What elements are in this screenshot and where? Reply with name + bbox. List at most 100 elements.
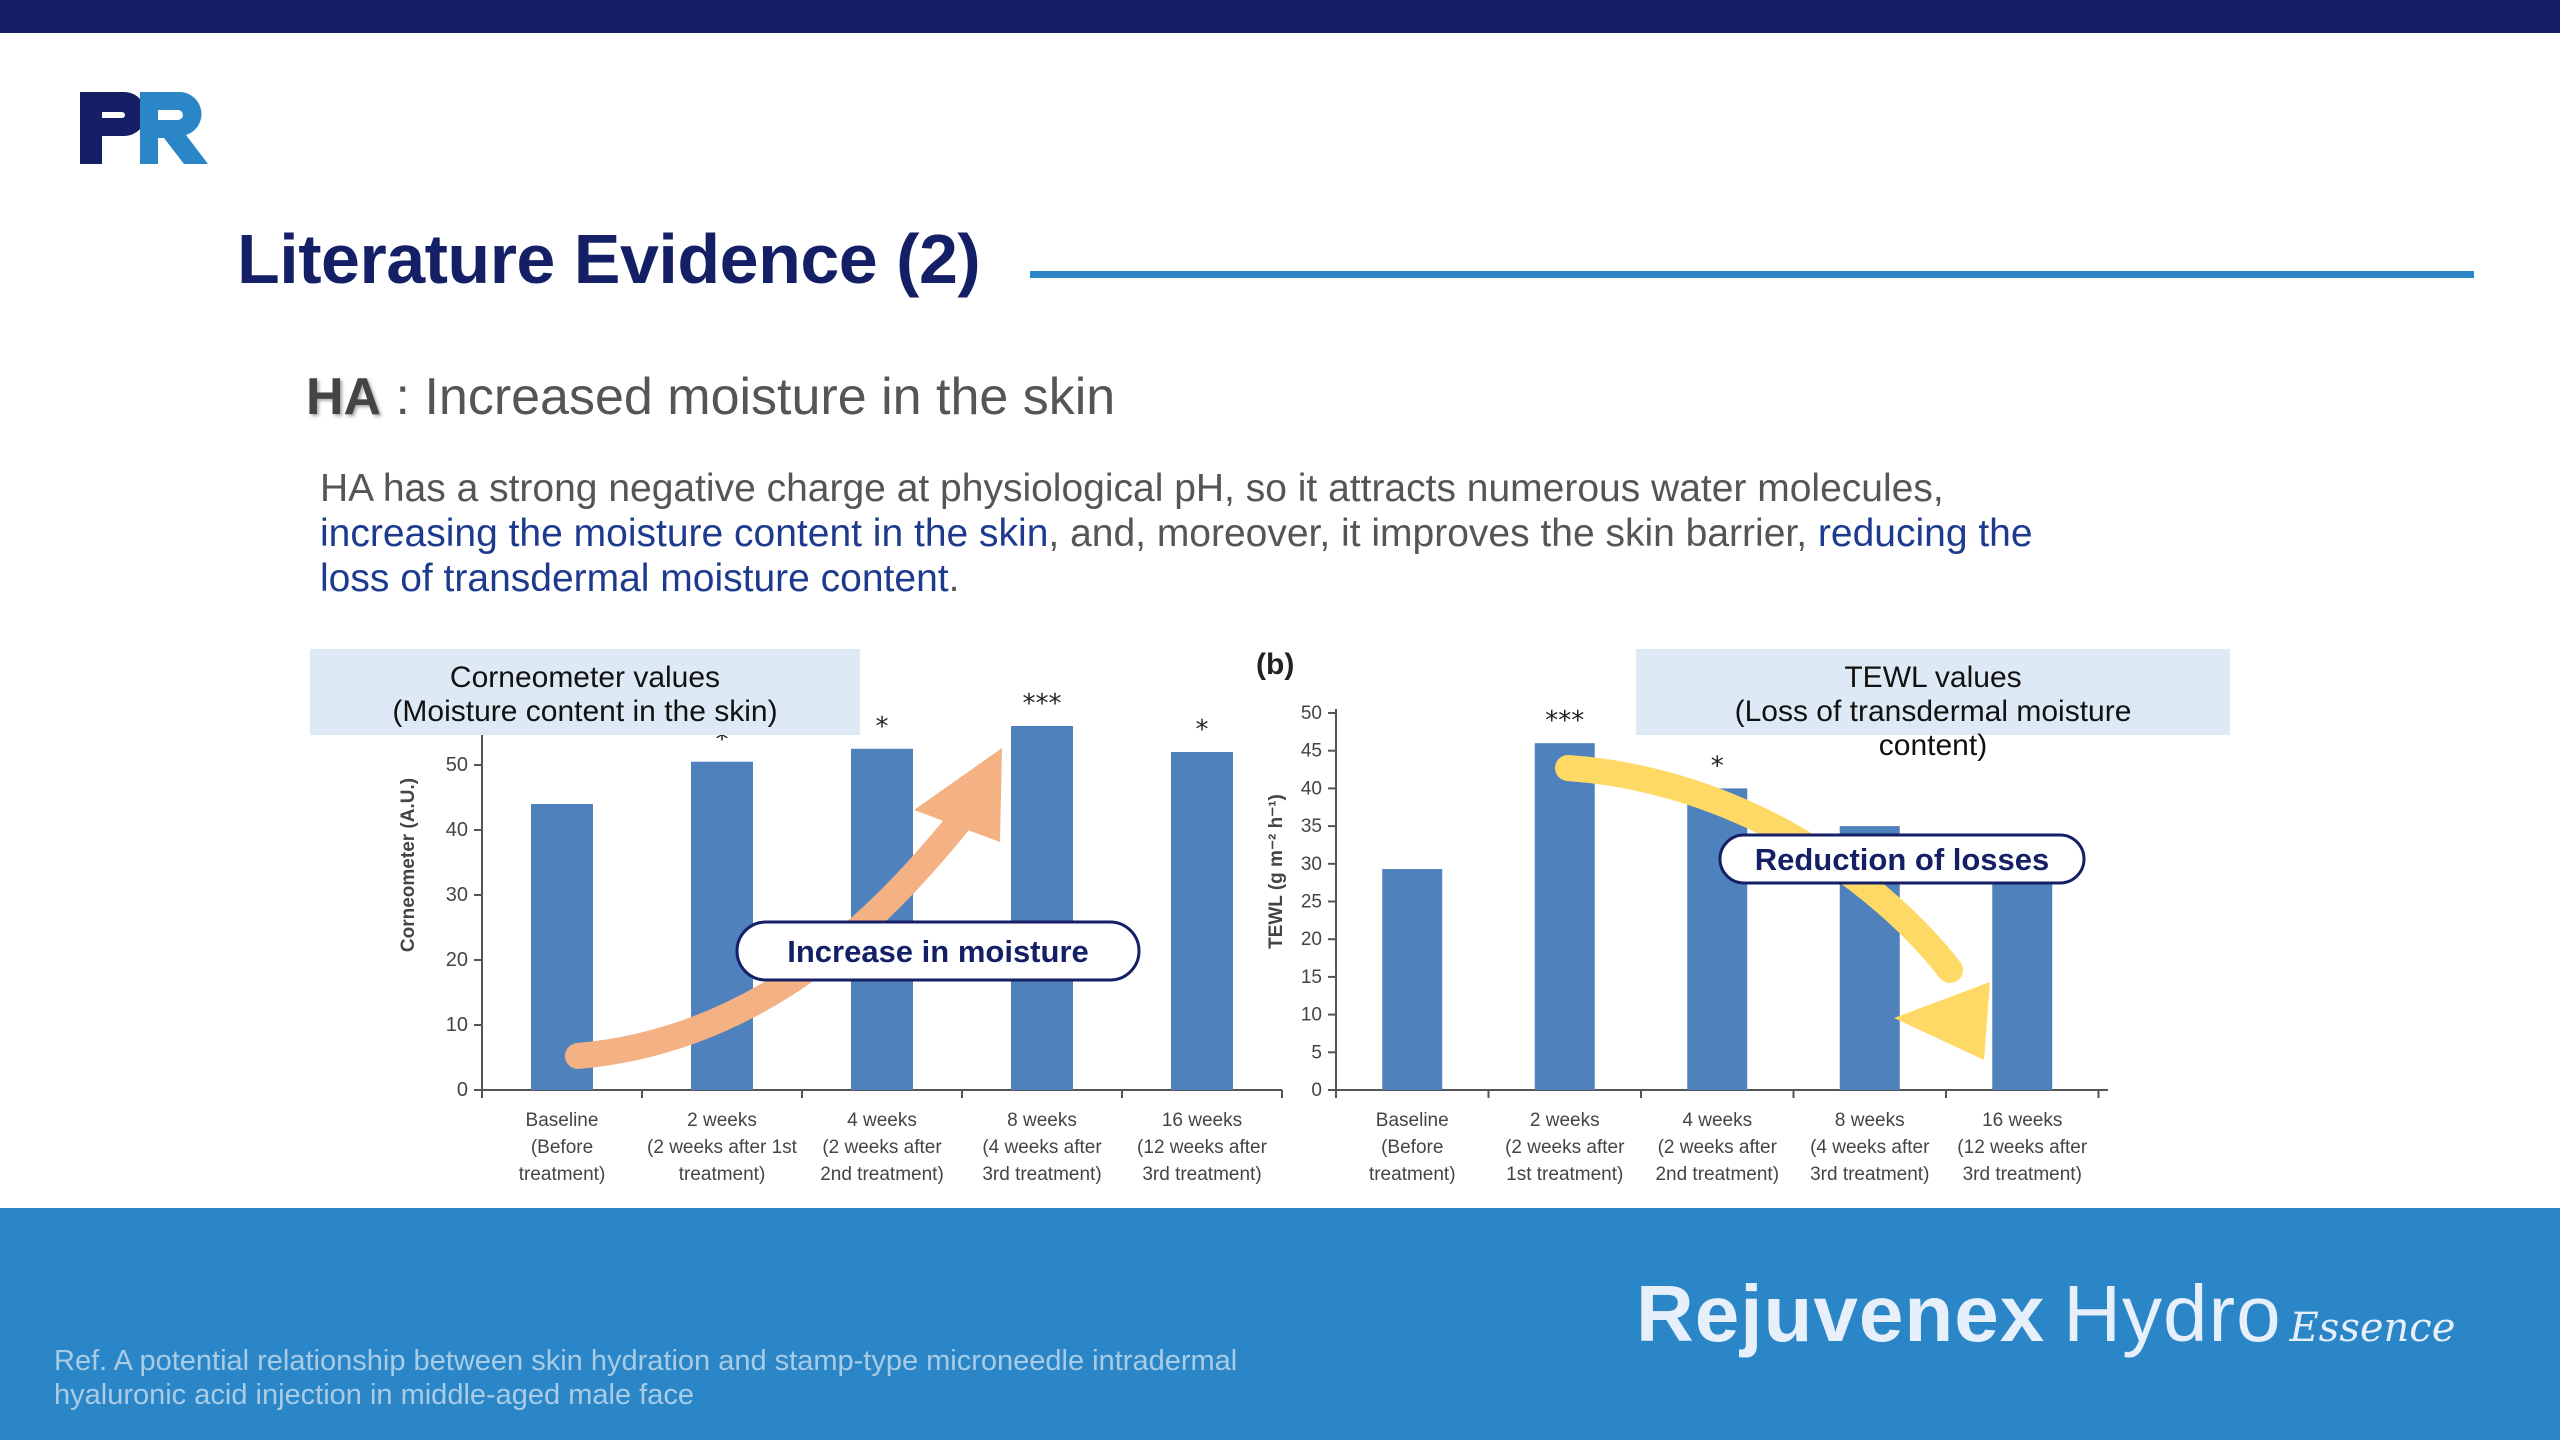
y-tick-label: 35 bbox=[1301, 816, 1322, 837]
x-tick-label: 2 weeks bbox=[687, 1110, 757, 1131]
brand-light: Hydro bbox=[2063, 1269, 2282, 1358]
y-tick-label: 5 bbox=[1311, 1042, 1322, 1063]
x-tick-label: Baseline bbox=[1376, 1110, 1449, 1131]
title-box-line: (Loss of transdermal moisture bbox=[1735, 695, 2132, 728]
title-box-line: content) bbox=[1879, 729, 1987, 762]
x-tick-label: treatment) bbox=[679, 1164, 766, 1185]
title-rule bbox=[1030, 271, 2474, 278]
pr-logo: PR bbox=[80, 92, 208, 164]
x-tick-label: (2 weeks after bbox=[1505, 1137, 1625, 1158]
x-tick-label: 4 weeks bbox=[1682, 1110, 1752, 1131]
significance-marker: * bbox=[876, 712, 889, 742]
bar bbox=[1534, 743, 1595, 1090]
increase-arrow-head bbox=[914, 748, 1002, 842]
x-tick-label: 1st treatment) bbox=[1506, 1164, 1623, 1185]
y-axis-title: TEWL (g m⁻² h⁻¹) bbox=[1266, 794, 1287, 949]
y-tick-label: 50 bbox=[1301, 703, 1322, 724]
reference-line-1: Ref. A potential relationship between sk… bbox=[54, 1345, 1238, 1377]
x-tick-label: (4 weeks after bbox=[982, 1137, 1102, 1158]
body-line-1: HA has a strong negative charge at physi… bbox=[320, 467, 1944, 510]
x-tick-label: (4 weeks after bbox=[1810, 1137, 1930, 1158]
annotation-pill bbox=[1718, 833, 2086, 885]
x-tick-label: 4 weeks bbox=[847, 1110, 917, 1131]
y-tick-label: 15 bbox=[1301, 967, 1322, 988]
y-tick-label: 40 bbox=[1301, 778, 1322, 799]
page-title: Literature Evidence (2) bbox=[237, 220, 981, 298]
x-tick-label: (2 weeks after bbox=[822, 1137, 942, 1158]
bar bbox=[1687, 788, 1748, 1090]
x-tick-label: 3rd treatment) bbox=[1142, 1164, 1261, 1185]
title-box bbox=[1636, 649, 2230, 735]
x-tick-label: 3rd treatment) bbox=[1810, 1164, 1929, 1185]
significance-marker: * bbox=[1711, 751, 1724, 781]
bar bbox=[1382, 869, 1443, 1090]
reference-line-2: hyaluronic acid injection in middle-aged… bbox=[54, 1379, 694, 1411]
body-highlight-3: loss of transdermal moisture content bbox=[320, 557, 949, 600]
brand-bold: Rejuvenex bbox=[1636, 1269, 2046, 1358]
x-tick-label: treatment) bbox=[519, 1164, 606, 1185]
brand-logo: Rejuvenex Hydro Essence bbox=[1636, 1274, 2455, 1354]
significance-marker: *** bbox=[1545, 706, 1584, 736]
body-line-2: increasing the moisture content in the s… bbox=[320, 511, 2280, 556]
y-tick-label: 30 bbox=[1301, 854, 1322, 875]
x-tick-label: (12 weeks after bbox=[1137, 1137, 1268, 1158]
y-tick-label: 40 bbox=[446, 819, 468, 841]
y-tick-label: 50 bbox=[446, 754, 468, 776]
body-line-3: loss of transdermal moisture content. bbox=[320, 556, 2280, 601]
annotation-pill bbox=[735, 920, 1141, 982]
x-tick-label: (12 weeks after bbox=[1957, 1137, 2088, 1158]
body-highlight-1: increasing the moisture content in the s… bbox=[320, 512, 1049, 555]
title-box-line: Corneometer values bbox=[450, 661, 720, 694]
annotation-label: Reduction of losses bbox=[1755, 842, 2050, 877]
y-tick-label: 25 bbox=[1301, 892, 1322, 913]
body-text-3: . bbox=[948, 557, 960, 600]
title-box-line: TEWL values bbox=[1844, 661, 2021, 694]
chart-tewl: 0 5 10 15 20 25 30 35 40 45 50 TEWL (g m⁻² h⁻¹) Base… bbox=[1256, 648, 2230, 1185]
x-tick-label: 3rd treatment) bbox=[1963, 1164, 2082, 1185]
panel-label: (b) bbox=[1256, 648, 1294, 681]
x-tick-label: 8 weeks bbox=[1007, 1110, 1077, 1131]
x-tick-label: (Before bbox=[531, 1137, 593, 1158]
body-highlight-2: reducing the bbox=[1817, 512, 2033, 555]
x-tick-label: 16 weeks bbox=[1162, 1110, 1242, 1131]
body-paragraph: HA has a strong negative charge at physi… bbox=[320, 466, 2280, 601]
x-tick-label: treatment) bbox=[1369, 1164, 1456, 1185]
brand-script: Essence bbox=[2289, 1305, 2456, 1351]
top-bar bbox=[0, 0, 2560, 33]
x-tick-label: Baseline bbox=[526, 1110, 599, 1131]
significance-marker: * bbox=[1196, 715, 1209, 745]
significance-marker: *** bbox=[1023, 689, 1062, 719]
y-axis-title: Corneometer (A.U.) bbox=[398, 778, 419, 952]
footer-band bbox=[0, 1208, 2560, 1440]
y-tick-label: 30 bbox=[446, 884, 468, 906]
y-tick-label: 0 bbox=[1311, 1080, 1322, 1101]
y-tick-label: 10 bbox=[1301, 1005, 1322, 1026]
y-tick-label: 20 bbox=[446, 949, 468, 971]
subtitle: HA : Increased moisture in the skin bbox=[306, 368, 1115, 428]
y-tick-label: 10 bbox=[446, 1014, 468, 1036]
bar bbox=[1011, 726, 1073, 1090]
annotation-label: Increase in moisture bbox=[787, 934, 1089, 969]
x-tick-label: 16 weeks bbox=[1982, 1110, 2062, 1131]
subtitle-separator: : bbox=[381, 368, 425, 426]
x-tick-label: (2 weeks after bbox=[1658, 1137, 1778, 1158]
subtitle-text: Increased moisture in the skin bbox=[424, 368, 1116, 426]
title-box bbox=[310, 649, 860, 735]
bar bbox=[531, 804, 593, 1090]
bar bbox=[1171, 752, 1233, 1090]
x-tick-label: 2nd treatment) bbox=[1655, 1164, 1779, 1185]
x-tick-label: 3rd treatment) bbox=[982, 1164, 1101, 1185]
y-tick-label: 20 bbox=[1301, 929, 1322, 950]
x-tick-label: (2 weeks after 1st bbox=[647, 1137, 798, 1158]
title-box-line: (Moisture content in the skin) bbox=[392, 695, 777, 728]
chart-corneometer: 0 10 20 30 40 50 Corneometer (A.U.) Baseline (Be… bbox=[310, 649, 1283, 1185]
body-text-2: , and, moreover, it improves the skin ba… bbox=[1048, 512, 1818, 555]
reduction-arrow-head bbox=[1894, 982, 1990, 1060]
x-tick-label: 2nd treatment) bbox=[820, 1164, 944, 1185]
y-tick-label: 0 bbox=[457, 1079, 468, 1101]
x-tick-label: (Before bbox=[1381, 1137, 1443, 1158]
reference-text: Ref. A potential relationship between sk… bbox=[54, 1344, 1504, 1412]
x-tick-label: 2 weeks bbox=[1530, 1110, 1600, 1131]
y-tick-label: 45 bbox=[1301, 741, 1322, 762]
